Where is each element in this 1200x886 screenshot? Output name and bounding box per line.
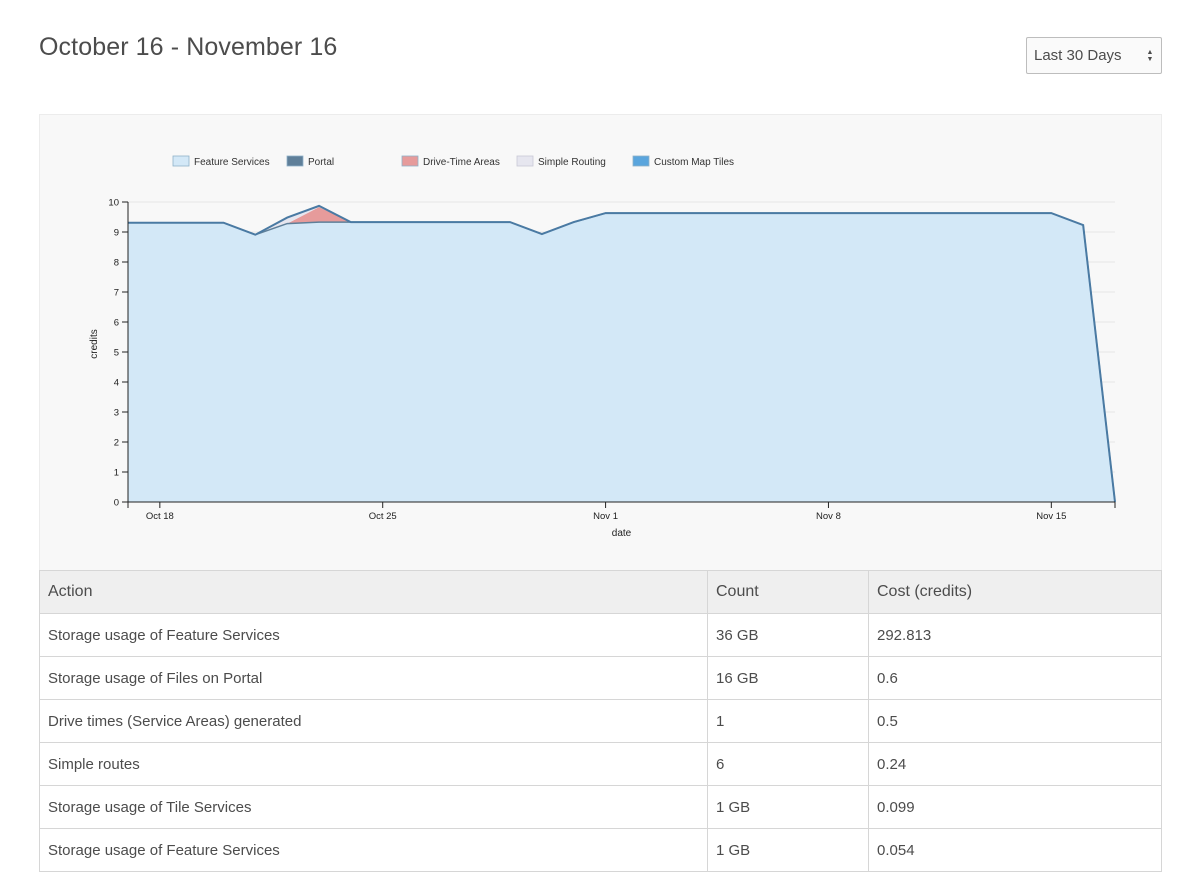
table-row: Drive times (Service Areas) generated 1 … <box>39 699 1162 743</box>
table-row: Simple routes 6 0.24 <box>39 742 1162 786</box>
cell-count: 16 GB <box>707 656 869 700</box>
x-tick-label: Nov 15 <box>1036 511 1066 522</box>
legend-item-feature-services: Feature Services <box>172 155 270 168</box>
area-feature-services <box>128 213 1115 502</box>
select-arrows-icon: ▲ ▼ <box>1146 48 1154 63</box>
y-tick-label: 9 <box>114 228 119 239</box>
usage-area-chart: 0 1 2 3 4 5 6 7 8 9 10 Oct 18 Oct 25 Nov 1 Nov 8 Nov 15… <box>89 155 1116 539</box>
legend-swatch <box>172 155 190 167</box>
x-axis-title: date <box>612 528 632 539</box>
cell-action: Storage usage of Tile Services <box>39 785 708 829</box>
cell-cost: 0.5 <box>868 699 1162 743</box>
date-range-value: Last 30 Days <box>1034 47 1122 64</box>
legend-label: Simple Routing <box>538 157 606 168</box>
legend-item-simple-routing: Simple Routing <box>516 155 606 168</box>
table-header-row: Action Count Cost (credits) <box>39 570 1162 614</box>
y-tick-label: 1 <box>114 468 119 479</box>
cell-count: 1 GB <box>707 785 869 829</box>
cell-action: Storage usage of Feature Services <box>39 828 708 872</box>
total-outline <box>128 204 1116 503</box>
cell-cost: 0.099 <box>868 785 1162 829</box>
y-tick-label: 5 <box>114 348 119 359</box>
cell-action: Simple routes <box>39 742 708 786</box>
legend-item-custom-map-tiles: Custom Map Tiles <box>632 155 734 168</box>
y-tick-label: 7 <box>114 288 119 299</box>
cell-count: 36 GB <box>707 613 869 657</box>
legend-label: Feature Services <box>194 157 270 168</box>
legend-item-portal: Portal <box>286 155 334 168</box>
legend-label: Portal <box>308 157 334 168</box>
y-axis-title: credits <box>89 329 100 358</box>
y-tick-label: 6 <box>114 318 119 329</box>
usage-table: Action Count Cost (credits) Storage usag… <box>39 570 1162 872</box>
x-tick-label: Nov 1 <box>593 511 618 522</box>
y-tick-label: 0 <box>114 498 119 509</box>
table-row: Storage usage of Feature Services 36 GB … <box>39 613 1162 657</box>
cell-action: Storage usage of Feature Services <box>39 613 708 657</box>
cell-action: Drive times (Service Areas) generated <box>39 699 708 743</box>
table-row: Storage usage of Feature Services 1 GB 0… <box>39 828 1162 872</box>
legend-label: Custom Map Tiles <box>654 157 734 168</box>
y-tick-label: 10 <box>108 198 119 209</box>
cell-cost: 0.24 <box>868 742 1162 786</box>
legend-swatch <box>401 155 419 167</box>
column-header-count[interactable]: Count <box>707 570 869 614</box>
y-tick-label: 2 <box>114 438 119 449</box>
usage-chart-panel: 0 1 2 3 4 5 6 7 8 9 10 Oct 18 Oct 25 Nov 1 Nov 8 Nov 15… <box>39 114 1162 570</box>
x-tick-label: Oct 18 <box>146 511 174 522</box>
x-tick-label: Oct 25 <box>369 511 397 522</box>
column-header-action[interactable]: Action <box>39 570 708 614</box>
page-title: October 16 - November 16 <box>39 33 338 61</box>
cell-action: Storage usage of Files on Portal <box>39 656 708 700</box>
cell-count: 1 GB <box>707 828 869 872</box>
legend-swatch <box>632 155 650 167</box>
y-tick-label: 3 <box>114 408 119 419</box>
cell-cost: 0.6 <box>868 656 1162 700</box>
cell-cost: 292.813 <box>868 613 1162 657</box>
legend-swatch <box>516 155 534 167</box>
cell-count: 6 <box>707 742 869 786</box>
y-tick-label: 8 <box>114 258 119 269</box>
x-tick-label: Nov 8 <box>816 511 841 522</box>
column-header-cost[interactable]: Cost (credits) <box>868 570 1162 614</box>
table-row: Storage usage of Files on Portal 16 GB 0… <box>39 656 1162 700</box>
date-range-select[interactable]: Last 30 Days ▲ ▼ <box>1026 37 1162 74</box>
y-tick-label: 4 <box>114 378 119 389</box>
table-row: Storage usage of Tile Services 1 GB 0.09… <box>39 785 1162 829</box>
legend-label: Drive-Time Areas <box>423 157 500 168</box>
legend-swatch <box>286 155 304 167</box>
cell-count: 1 <box>707 699 869 743</box>
legend-item-drive-time-areas: Drive-Time Areas <box>401 155 500 168</box>
cell-cost: 0.054 <box>868 828 1162 872</box>
